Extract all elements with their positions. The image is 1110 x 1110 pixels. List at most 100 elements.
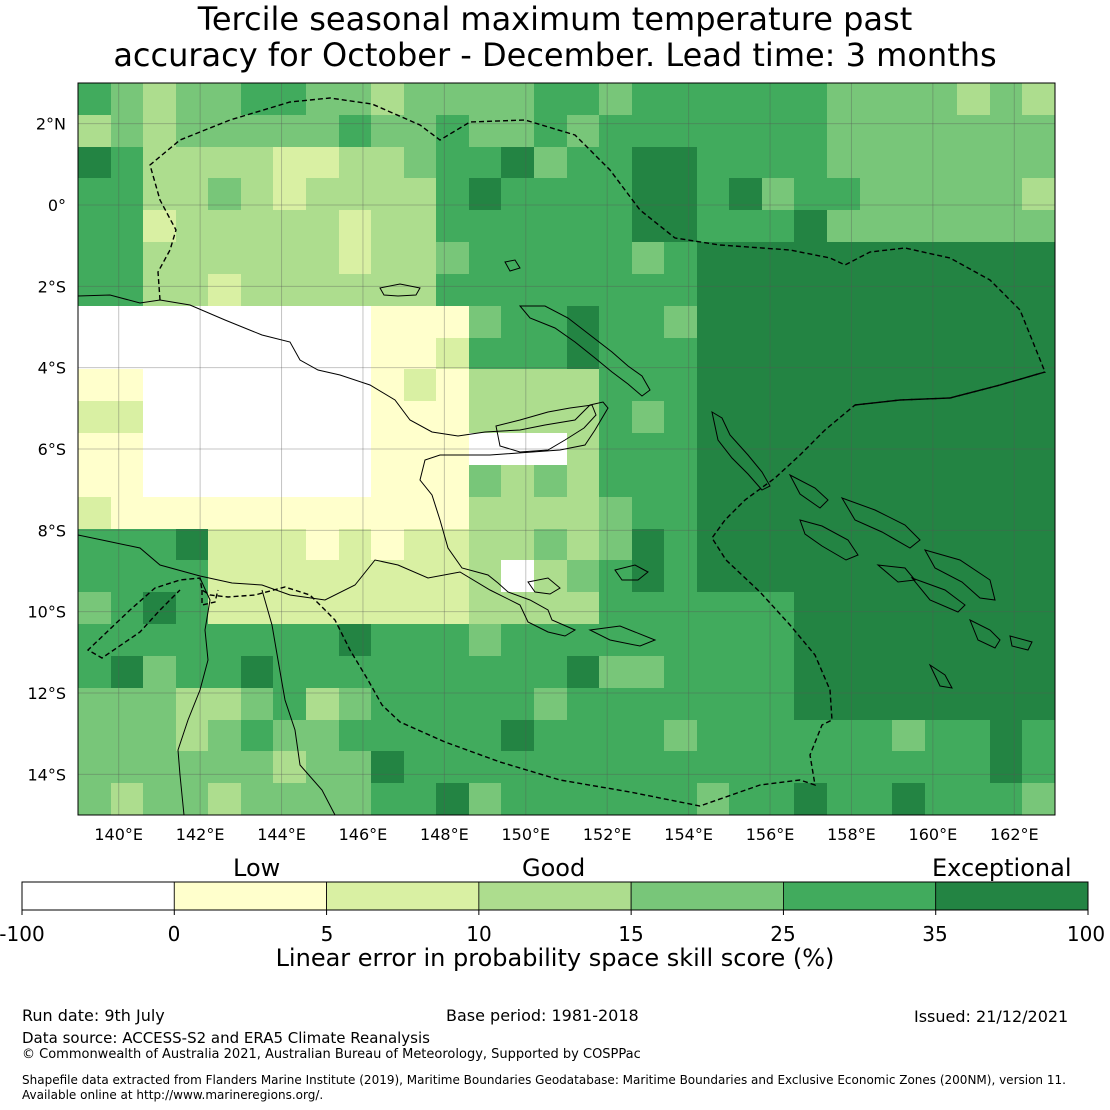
skill-cell xyxy=(794,529,827,560)
skill-cell xyxy=(990,497,1022,529)
skill-cell xyxy=(78,624,111,656)
skill-cell xyxy=(176,497,208,529)
latitude-tick-label: 0° xyxy=(48,196,66,215)
skill-cell xyxy=(436,783,469,815)
skill-cell xyxy=(501,560,534,592)
skill-cell xyxy=(176,720,208,751)
skill-cell xyxy=(697,688,729,720)
skill-cell xyxy=(957,497,990,529)
skill-cell xyxy=(208,656,241,688)
skill-cell xyxy=(632,147,664,178)
skill-cell xyxy=(827,115,860,147)
skill-cell xyxy=(860,401,892,433)
skill-cell xyxy=(957,465,990,497)
skill-cell xyxy=(143,401,176,433)
skill-cell xyxy=(860,720,892,751)
eez-boundary xyxy=(86,97,1046,807)
skill-cell xyxy=(729,783,762,815)
skill-cell xyxy=(208,497,241,529)
skill-cell xyxy=(794,178,827,210)
skill-cell xyxy=(990,751,1022,783)
skill-cell xyxy=(567,274,599,306)
skill-cell xyxy=(176,433,208,465)
coastlines xyxy=(78,259,1033,815)
skill-cell xyxy=(241,147,273,178)
skill-cell xyxy=(762,401,794,433)
skill-cell xyxy=(990,720,1022,751)
skill-cell xyxy=(208,720,241,751)
skill-cell xyxy=(339,783,371,815)
skill-cell xyxy=(990,783,1022,815)
skill-cell xyxy=(501,529,534,560)
skill-cell xyxy=(567,83,599,115)
skill-cell xyxy=(111,592,143,624)
skill-cell xyxy=(306,465,339,497)
skill-cell xyxy=(208,83,241,115)
skill-cell xyxy=(664,147,697,178)
skill-cell xyxy=(339,656,371,688)
skill-cell xyxy=(599,369,632,401)
skill-cell xyxy=(501,497,534,529)
skill-cell xyxy=(306,242,339,274)
skill-cell xyxy=(176,274,208,306)
skill-cell xyxy=(925,465,957,497)
skill-cell xyxy=(664,433,697,465)
skill-cell xyxy=(273,560,306,592)
longitude-tick-label: 152°E xyxy=(583,825,632,844)
skill-cell xyxy=(1022,242,1055,274)
skill-cell xyxy=(436,115,469,147)
skill-cell xyxy=(697,242,729,274)
skill-cell xyxy=(436,274,469,306)
skill-cell xyxy=(306,720,339,751)
skill-cell xyxy=(143,720,176,751)
skill-cell xyxy=(404,433,436,465)
skill-cell xyxy=(567,210,599,242)
skill-cell xyxy=(729,751,762,783)
skill-cell xyxy=(143,783,176,815)
skill-cell xyxy=(404,465,436,497)
skill-cell xyxy=(1022,210,1055,242)
skill-cell xyxy=(306,560,339,592)
skill-cell xyxy=(860,147,892,178)
skill-cell xyxy=(892,115,925,147)
skill-cell xyxy=(860,624,892,656)
skill-cell xyxy=(697,465,729,497)
skill-cell xyxy=(371,529,404,560)
solomon-islands-coast xyxy=(788,473,996,613)
skill-cell xyxy=(892,338,925,369)
skill-cell xyxy=(599,720,632,751)
skill-cell xyxy=(436,592,469,624)
skill-cell xyxy=(762,497,794,529)
skill-cell xyxy=(664,656,697,688)
skill-cell xyxy=(306,401,339,433)
skill-cell xyxy=(860,560,892,592)
skill-cell xyxy=(762,529,794,560)
skill-cell xyxy=(371,401,404,433)
solomon-eez-boundary xyxy=(854,371,1046,406)
skill-cell xyxy=(404,115,436,147)
skill-cell xyxy=(306,210,339,242)
skill-cell xyxy=(925,115,957,147)
skill-cell xyxy=(697,497,729,529)
colorbar-tick-label: 100 xyxy=(1066,922,1106,946)
skill-cell xyxy=(208,433,241,465)
data-source: Data source: ACCESS-S2 and ERA5 Climate … xyxy=(22,1029,430,1047)
skill-cell xyxy=(990,624,1022,656)
skill-cell xyxy=(273,783,306,815)
skill-cell xyxy=(599,529,632,560)
admiralty-islands-coast xyxy=(379,259,521,297)
skill-cell xyxy=(827,274,860,306)
skill-cell xyxy=(762,178,794,210)
skill-cell xyxy=(78,274,111,306)
skill-cell xyxy=(567,433,599,465)
skill-cell xyxy=(697,433,729,465)
skill-cell xyxy=(241,210,273,242)
skill-cell xyxy=(697,338,729,369)
skill-cell xyxy=(794,115,827,147)
skill-cell xyxy=(599,401,632,433)
skill-cell xyxy=(1022,115,1055,147)
skill-cell xyxy=(567,688,599,720)
skill-cell xyxy=(339,751,371,783)
skill-cell xyxy=(860,497,892,529)
colorbar-bin xyxy=(783,881,937,911)
